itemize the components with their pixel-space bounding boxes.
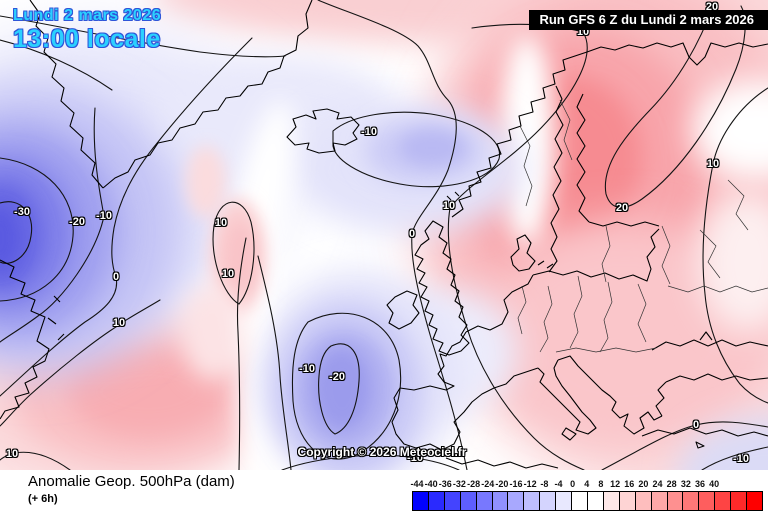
colorbar-cell	[682, 491, 700, 511]
forecast-hour: (+ 6h)	[28, 493, 58, 505]
colorbar-value: 8	[598, 479, 604, 489]
copyright-watermark: Copyright © 2026 Meteociel.fr	[297, 445, 467, 459]
colorbar-cell	[459, 491, 477, 511]
colorbar-cell	[491, 491, 509, 511]
contour-label: 20	[615, 202, 629, 214]
colorbar-legend: -44 -40 -36 -32 -28 -24 -20 -16 -12 -8 -4 0 4 8 12 16 20…	[410, 470, 763, 512]
colorbar-cell	[555, 491, 573, 511]
contour-label: -10	[361, 126, 377, 138]
date-block: Lundi 2 mars 2026 13:00 locale	[13, 7, 162, 53]
colorbar-value: -28	[467, 479, 481, 489]
colorbar-cell	[443, 491, 461, 511]
colorbar-cell	[602, 491, 620, 511]
contour-label: 10	[112, 317, 126, 329]
colorbar-value: 32	[680, 479, 691, 489]
colorbar-value: 12	[610, 479, 621, 489]
colorbar-value: -24	[481, 479, 495, 489]
colorbar-value: 4	[584, 479, 590, 489]
colorbar-value: 40	[709, 479, 720, 489]
date-text: Lundi 2 mars 2026	[13, 7, 162, 24]
colorbar-cell	[427, 491, 445, 511]
contour-label: -10	[407, 452, 423, 464]
country-borders	[517, 99, 768, 353]
colorbar-value: -8	[540, 479, 549, 489]
contour-label: -10	[733, 453, 749, 465]
colorbar-value: -20	[495, 479, 509, 489]
colorbar-cell	[698, 491, 716, 511]
colorbar-cell	[746, 491, 763, 511]
colorbar-value: -16	[509, 479, 523, 489]
colorbar-cell	[730, 491, 748, 511]
contour-label: 10	[221, 268, 235, 280]
colorbar-cell	[618, 491, 636, 511]
colorbar-value: -40	[424, 479, 438, 489]
colorbar-cell	[666, 491, 684, 511]
colorbar-value: -32	[452, 479, 466, 489]
colorbar-cell	[714, 491, 732, 511]
colorbar-labels: -44 -40 -36 -32 -28 -24 -20 -16 -12 -8 -4 0 4 8 12 16 20…	[410, 479, 763, 489]
contour-label: 0	[692, 419, 700, 431]
colorbar-value: 24	[652, 479, 663, 489]
colorbar-cell	[523, 491, 541, 511]
map-area: -30 -20 -10 0 10 10 10 10 -10 0 10 10 20 20 10 -10 -20 -1…	[0, 0, 768, 470]
anomaly-field-svg	[0, 0, 768, 470]
contour-label: 10	[5, 448, 19, 460]
contour-label: 0	[112, 271, 120, 283]
footer: Anomalie Geop. 500hPa (dam) (+ 6h) -44 -4…	[0, 470, 768, 512]
colorbar-cell	[586, 491, 604, 511]
colorbar-cell	[475, 491, 493, 511]
map-title: Anomalie Geop. 500hPa (dam)	[28, 473, 235, 490]
colorbar-value: 36	[694, 479, 706, 489]
colorbar-value: 28	[666, 479, 677, 489]
contour-label: -20	[329, 371, 345, 383]
colorbar-value: -12	[523, 479, 537, 489]
contour-label: -10	[96, 210, 112, 222]
colorbar-value: -44	[410, 479, 424, 489]
colorbar-cell	[539, 491, 557, 511]
colorbar-value: -36	[438, 479, 452, 489]
colorbar-value: -4	[554, 479, 563, 489]
coastlines	[0, 0, 768, 469]
colorbar-cell	[650, 491, 668, 511]
contour-label: 10	[442, 200, 456, 212]
mid-atlantic-ridge-blobs	[182, 99, 295, 380]
colorbar-cell	[507, 491, 525, 511]
colorbar-cell	[634, 491, 652, 511]
colorbar-value: 0	[570, 479, 576, 489]
contour-lines	[0, 0, 768, 470]
contour-label: 10	[214, 217, 228, 229]
colorbar-cell	[412, 491, 429, 511]
contour-label: -30	[14, 206, 30, 218]
time-text: 13:00 locale	[13, 24, 161, 53]
colorbar-cells	[412, 491, 763, 511]
colorbar-value: 16	[624, 479, 635, 489]
colorbar-cell	[571, 491, 588, 511]
contour-label: 10	[706, 158, 720, 170]
contour-label: 0	[408, 228, 416, 240]
run-info-bar: Run GFS 6 Z du Lundi 2 mars 2026	[529, 10, 768, 30]
contour-label: -10	[299, 363, 315, 375]
contour-label: -20	[69, 216, 85, 228]
colorbar-value: 20	[638, 479, 649, 489]
